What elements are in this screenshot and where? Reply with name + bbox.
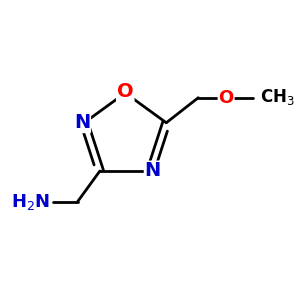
Text: CH$_3$: CH$_3$	[260, 87, 294, 107]
Text: H$_2$N: H$_2$N	[11, 192, 50, 212]
Text: O: O	[117, 82, 134, 101]
Text: N: N	[145, 161, 161, 181]
Text: O: O	[218, 89, 234, 107]
Text: N: N	[74, 113, 90, 132]
